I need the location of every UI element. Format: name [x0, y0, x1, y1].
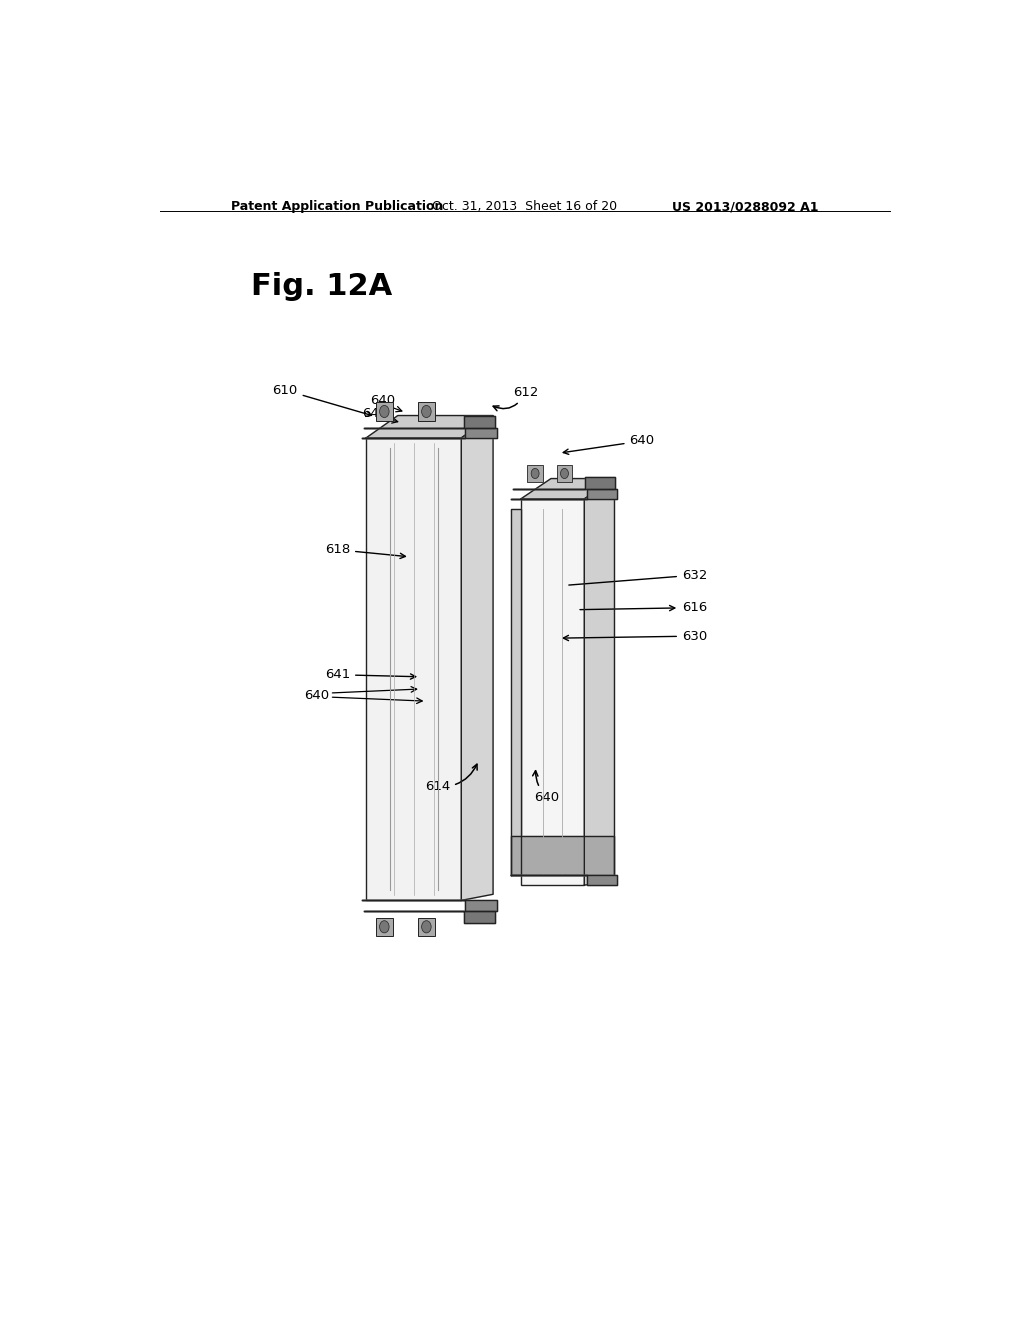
- Bar: [557, 466, 572, 482]
- Polygon shape: [521, 479, 614, 499]
- Text: Patent Application Publication: Patent Application Publication: [231, 201, 443, 213]
- Polygon shape: [585, 479, 614, 886]
- Polygon shape: [511, 510, 521, 875]
- Text: 641: 641: [325, 668, 416, 681]
- Bar: [376, 403, 393, 421]
- Text: Oct. 31, 2013  Sheet 16 of 20: Oct. 31, 2013 Sheet 16 of 20: [432, 201, 617, 213]
- Text: 640: 640: [563, 434, 654, 454]
- Polygon shape: [511, 875, 616, 886]
- Bar: [521, 499, 585, 886]
- Polygon shape: [511, 837, 614, 875]
- Polygon shape: [362, 900, 497, 911]
- Text: Fig. 12A: Fig. 12A: [251, 272, 392, 301]
- Text: 612: 612: [494, 385, 539, 411]
- Polygon shape: [367, 416, 494, 438]
- Text: 640: 640: [370, 393, 395, 407]
- Text: 640: 640: [304, 689, 330, 701]
- Text: 618: 618: [325, 544, 406, 558]
- Circle shape: [380, 405, 389, 417]
- Circle shape: [422, 921, 431, 933]
- Circle shape: [560, 469, 568, 479]
- Text: 632: 632: [569, 569, 708, 585]
- Bar: [376, 917, 393, 936]
- Polygon shape: [461, 416, 494, 900]
- Polygon shape: [362, 428, 497, 438]
- Text: 630: 630: [563, 630, 708, 643]
- Text: 616: 616: [580, 601, 708, 614]
- Bar: [418, 917, 435, 936]
- Text: 640: 640: [532, 771, 559, 804]
- Text: 610: 610: [272, 384, 372, 416]
- Text: 641: 641: [362, 407, 387, 420]
- Bar: [367, 438, 461, 900]
- Circle shape: [380, 921, 389, 933]
- Bar: [527, 466, 543, 482]
- Text: US 2013/0288092 A1: US 2013/0288092 A1: [672, 201, 818, 213]
- Polygon shape: [511, 488, 616, 499]
- Polygon shape: [513, 477, 615, 488]
- Circle shape: [422, 405, 431, 417]
- Polygon shape: [364, 911, 496, 923]
- Bar: [418, 403, 435, 421]
- Text: 614: 614: [425, 764, 477, 793]
- Circle shape: [531, 469, 539, 479]
- Polygon shape: [364, 416, 496, 428]
